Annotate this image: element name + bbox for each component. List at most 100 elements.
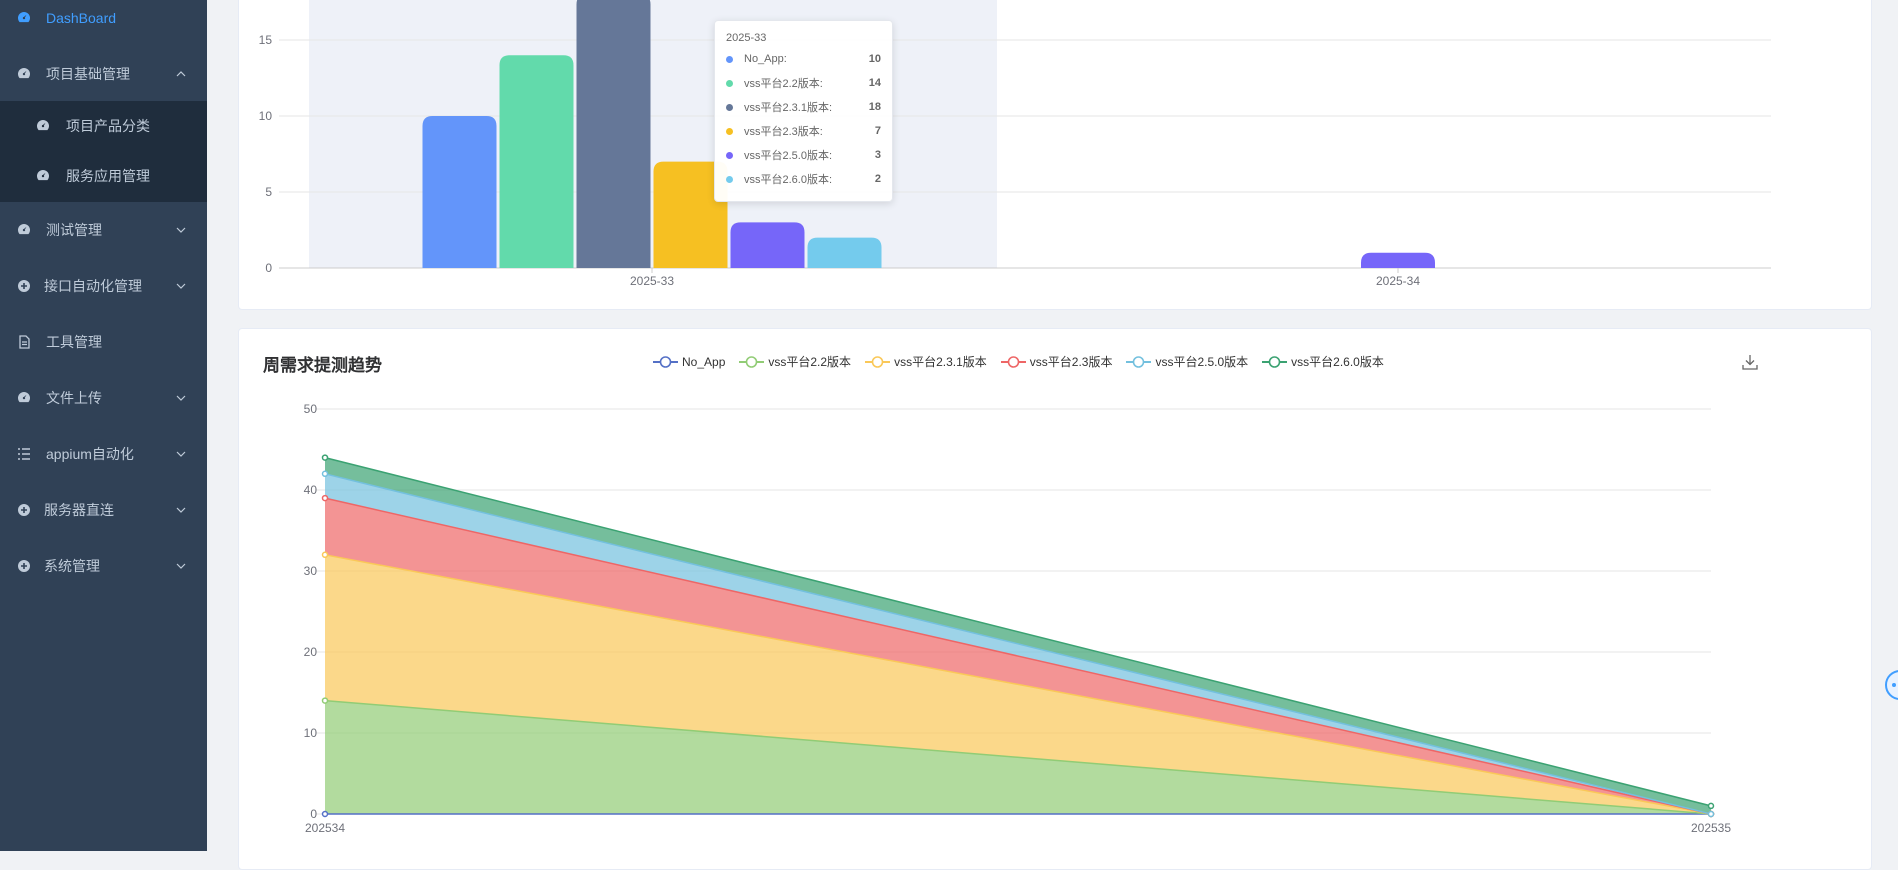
chart-tooltip: 2025-33 No_App: 10 vss平台2.2版本: 14 vss平台2.3.1… <box>714 20 893 202</box>
y-tick-label: 5 <box>265 185 272 199</box>
y-tick-label: 20 <box>304 645 318 659</box>
bar <box>499 55 574 268</box>
legend-dot <box>726 175 733 183</box>
legend-marker <box>1000 355 1026 368</box>
chart-title: 周需求提测趋势 <box>263 356 382 375</box>
legend-label: vss平台2.5.0版本 <box>1155 355 1249 369</box>
sidebar-subitem-product-category[interactable]: 项目产品分类 <box>0 101 207 151</box>
sidebar-item-api-automation[interactable]: 接口自动化管理 <box>0 258 207 314</box>
sidebar-subitem-label: 项目产品分类 <box>66 118 150 134</box>
tooltip-series-name: vss平台2.3版本: <box>744 126 823 138</box>
y-tick-label: 10 <box>259 109 273 123</box>
chevron-up-icon <box>176 71 186 77</box>
sidebar-subitem-service-app[interactable]: 服务应用管理 <box>0 151 207 201</box>
sidebar-item-server-direct[interactable]: 服务器直连 <box>0 482 207 538</box>
tooltip-series-value: 18 <box>868 101 881 113</box>
data-point <box>321 454 329 461</box>
x-tick-label: 202534 <box>305 821 345 835</box>
bar <box>1361 252 1435 268</box>
chart-legend: No_App vss平台2.2版本 vss平台2.3.1版本 vss平台2.3版本 vs… <box>653 353 1384 370</box>
legend-dot <box>726 151 733 159</box>
legend-marker <box>1262 355 1288 368</box>
data-point <box>321 551 329 559</box>
tooltip-row: vss平台2.5.0版本: 3 <box>726 147 881 163</box>
tooltip-row: No_App: 10 <box>726 51 881 67</box>
tooltip-series-name: No_App: <box>744 53 787 65</box>
sidebar-item-tools[interactable]: 工具管理 <box>0 314 207 370</box>
data-point <box>321 810 329 818</box>
chevron-down-icon <box>176 395 186 401</box>
tooltip-series-value: 14 <box>868 77 881 89</box>
dashboard-icon <box>16 66 32 82</box>
sidebar-item-label: 项目基础管理 <box>46 66 130 82</box>
legend-item[interactable]: vss平台2.6.0版本 <box>1262 353 1384 370</box>
legend-item[interactable]: vss平台2.3.1版本 <box>865 353 987 370</box>
data-point <box>321 494 329 502</box>
y-tick-label: 0 <box>265 261 272 275</box>
sidebar: DashBoard 项目基础管理 项目产品分类 服务应用管理 测试管理 接口自动… <box>0 0 207 851</box>
data-point <box>321 470 329 478</box>
dashboard-icon <box>16 10 32 26</box>
sidebar-item-system-management[interactable]: 系统管理 <box>0 538 207 594</box>
sidebar-item-dashboard[interactable]: DashBoard <box>0 0 207 46</box>
assistant-robot-icon[interactable] <box>1880 668 1898 702</box>
legend-dot <box>726 127 733 135</box>
y-tick-label: 15 <box>259 33 273 47</box>
series-line <box>324 554 1712 815</box>
document-icon <box>16 334 32 350</box>
legend-item[interactable]: vss平台2.2版本 <box>739 353 851 370</box>
bar-chart: 0 5 10 15 2025-33 2025-34 <box>259 0 1771 288</box>
tooltip-series-name: vss平台2.5.0版本: <box>744 150 833 162</box>
legend-marker <box>739 355 765 368</box>
chevron-down-icon <box>176 563 186 569</box>
legend-marker <box>1126 355 1152 368</box>
legend-marker <box>865 355 891 368</box>
chevron-down-icon <box>176 227 186 233</box>
sidebar-item-label: appium自动化 <box>46 446 134 462</box>
y-tick-label: 50 <box>304 402 318 416</box>
bar <box>422 116 497 268</box>
x-tick-label: 202535 <box>1691 821 1731 835</box>
sidebar-item-label: 系统管理 <box>44 558 100 574</box>
submenu-background <box>0 101 207 202</box>
sidebar-item-label: 工具管理 <box>46 334 102 350</box>
legend-item[interactable]: No_App <box>653 355 725 369</box>
tooltip-series-name: vss平台2.2版本: <box>744 78 823 90</box>
tooltip-row: vss平台2.6.0版本: 2 <box>726 171 881 187</box>
data-point <box>1707 802 1715 810</box>
dashboard-icon <box>37 170 50 181</box>
legend-dot <box>726 55 733 63</box>
list-icon <box>16 446 32 462</box>
chevron-down-icon <box>176 283 186 289</box>
data-point <box>1707 810 1715 818</box>
legend-item[interactable]: vss平台2.3版本 <box>1000 353 1113 370</box>
plus-circle-icon <box>16 278 32 294</box>
sidebar-item-label: 文件上传 <box>46 390 102 406</box>
sidebar-item-label: DashBoard <box>46 10 117 26</box>
legend-label: vss平台2.2版本 <box>768 355 852 369</box>
tooltip-series-value: 10 <box>868 53 881 65</box>
x-tick-label: 2025-34 <box>1376 274 1420 288</box>
series-line <box>324 473 1712 815</box>
sidebar-subitem-label: 服务应用管理 <box>66 168 150 184</box>
bar <box>576 0 651 268</box>
tooltip-series-value: 3 <box>874 149 881 161</box>
sidebar-item-project-base[interactable]: 项目基础管理 <box>0 46 207 102</box>
sidebar-item-appium[interactable]: appium自动化 <box>0 426 207 482</box>
sidebar-item-label: 接口自动化管理 <box>44 278 142 294</box>
legend-item[interactable]: vss平台2.5.0版本 <box>1126 353 1248 370</box>
legend-dot <box>726 103 733 111</box>
tooltip-row: vss平台2.3.1版本: 18 <box>726 99 881 115</box>
tooltip-row: vss平台2.2版本: 14 <box>726 75 881 91</box>
legend-label: vss平台2.3版本 <box>1029 355 1113 369</box>
data-point <box>321 697 329 704</box>
sidebar-item-file-upload[interactable]: 文件上传 <box>0 370 207 426</box>
dashboard-icon <box>16 390 32 406</box>
y-tick-label: 40 <box>304 483 318 497</box>
legend-label: vss平台2.3.1版本 <box>894 355 987 369</box>
sidebar-item-test-management[interactable]: 测试管理 <box>0 202 207 258</box>
dashboard-icon <box>16 222 32 238</box>
tooltip-series-value: 2 <box>874 173 881 185</box>
area-chart: 0 10 20 30 40 50 202534 202535 <box>304 402 1732 835</box>
download-icon[interactable] <box>1741 353 1759 371</box>
